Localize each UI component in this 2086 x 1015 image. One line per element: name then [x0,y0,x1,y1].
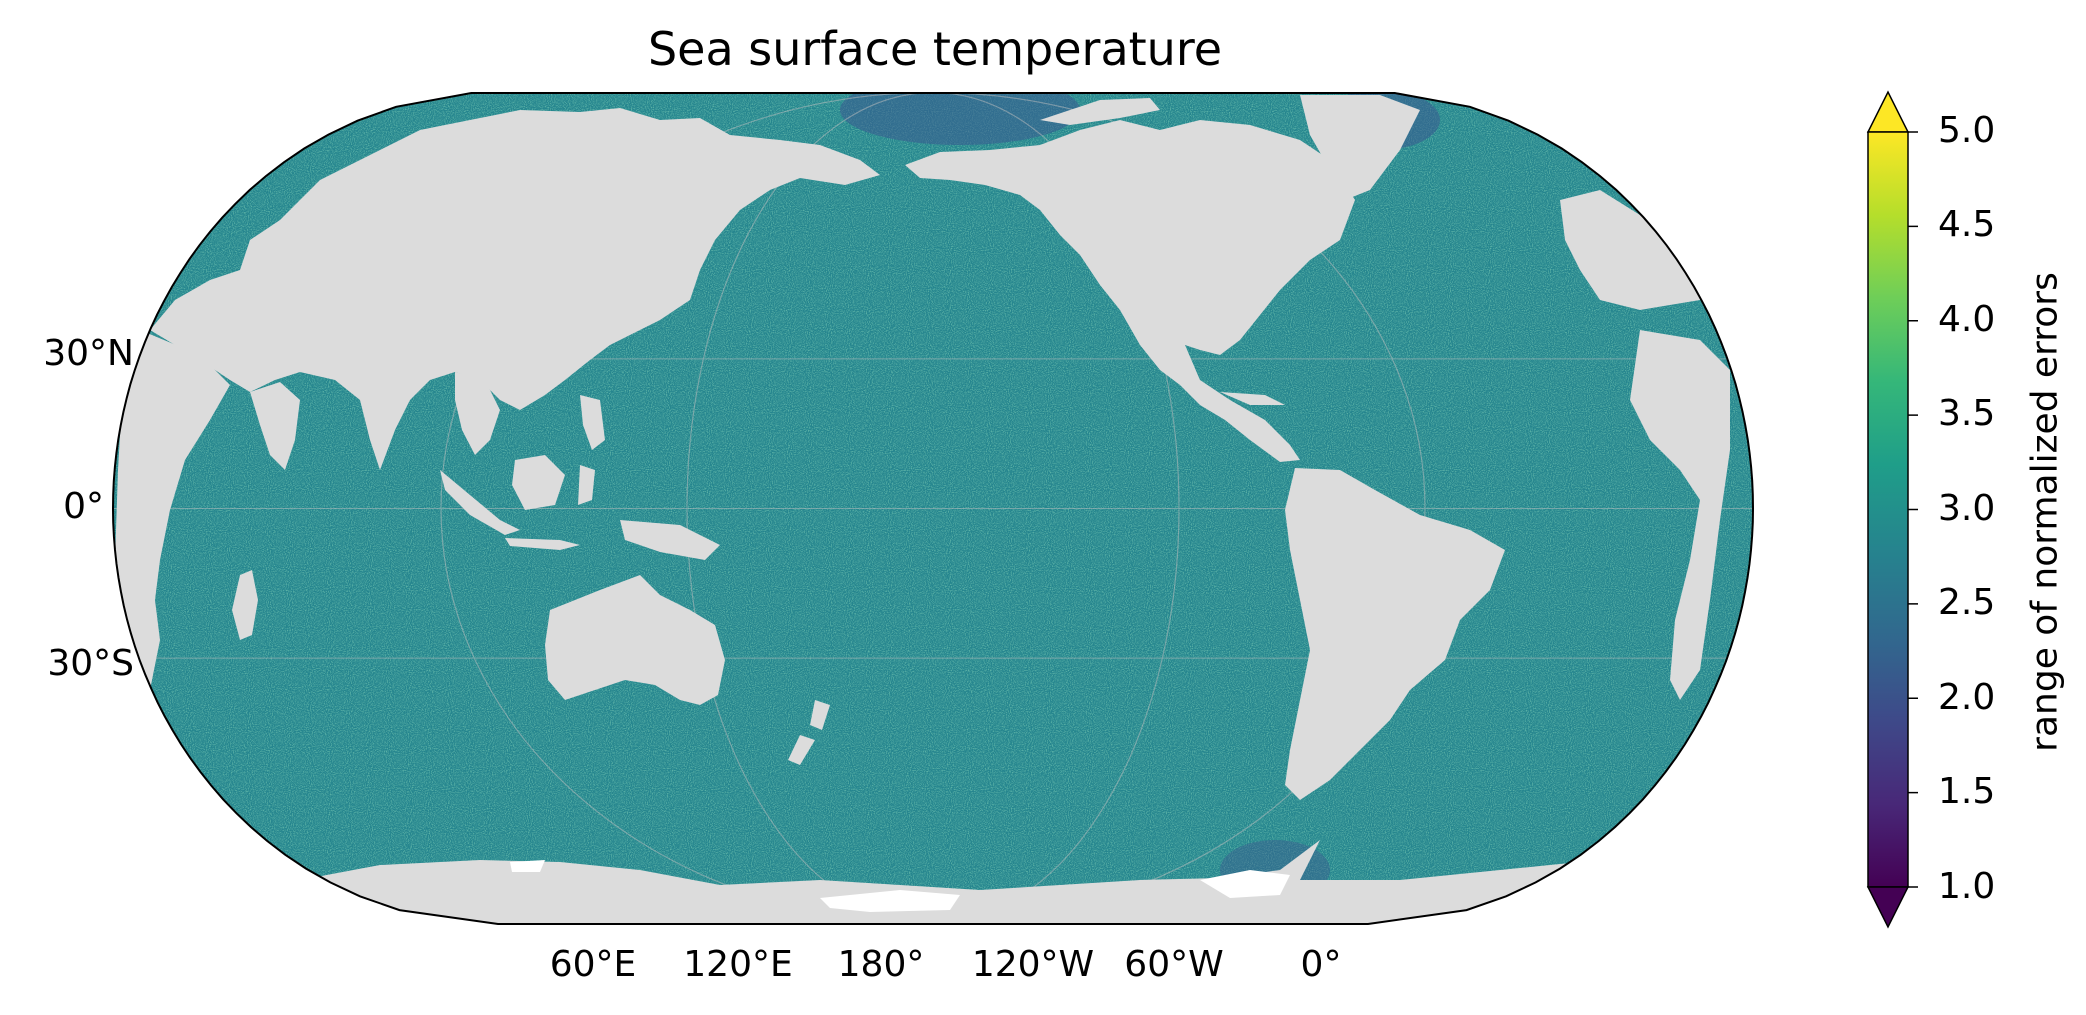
ice-shelves [510,860,1290,912]
land-sulawesi [578,465,595,505]
lat-label: 30°N [43,333,134,374]
colorbar-tick-label: 2.0 [1938,677,1996,718]
amery-ice-shelf [510,860,545,872]
colorbar-tick-label: 5.0 [1938,110,1996,151]
colorbar-tick-label: 3.0 [1938,488,1996,529]
land-philippines [580,395,605,450]
colorbar-extend-bottom [1866,886,1910,929]
colorbar-label: range of normalized errors [2024,272,2066,752]
arctic-dark-patch [840,93,1080,145]
land-australia [545,575,725,705]
land-java [505,538,580,550]
colorbar-tick-label: 1.5 [1938,771,1996,812]
land-africa-west [1630,330,1730,700]
ronne-ice-shelf [1200,870,1290,898]
lon-label: 60°W [1124,944,1224,985]
land-south-america [1285,468,1505,800]
ross-ice-shelf [820,890,960,912]
land-new-zealand [810,700,830,730]
land-india [250,382,300,470]
land-europe [1560,190,1705,310]
lon-label: 180° [837,944,925,985]
lon-label: 120°W [971,944,1095,985]
land-indochina [455,372,500,455]
colorbar-body [1867,131,1909,888]
colorbar-tick-label: 3.5 [1938,393,1996,434]
land-new-guinea [620,520,720,560]
lon-label: 60°E [549,944,637,985]
lat-label: 30°S [47,643,134,684]
land-sumatra [440,470,520,535]
land-arctic-islands [1040,98,1160,125]
colorbar-tick-label: 2.5 [1938,582,1996,623]
colorbar-ticks [1908,131,1918,888]
land-new-zealand-south [788,735,815,765]
colorbar-extend-top [1866,90,1910,133]
colorbar-tick-label: 1.0 [1938,866,1996,907]
land-africa [115,330,230,705]
chart-title: Sea surface temperature [647,22,1223,76]
lon-label: 0° [1300,944,1342,985]
land-cuba [1220,392,1285,405]
land-north-america [905,120,1355,462]
lon-label: 120°E [683,944,793,985]
colorbar-tick-label: 4.0 [1938,299,1996,340]
land-japan [640,245,705,310]
land-greenland [1300,95,1420,200]
land-madagascar [232,570,258,640]
land-eurasia [150,108,880,470]
lat-label: 0° [63,486,104,527]
colorbar-tick-label: 4.5 [1938,204,1996,245]
map-boundary [111,92,1755,925]
land-borneo [512,455,565,510]
colorbar [1866,90,1918,929]
